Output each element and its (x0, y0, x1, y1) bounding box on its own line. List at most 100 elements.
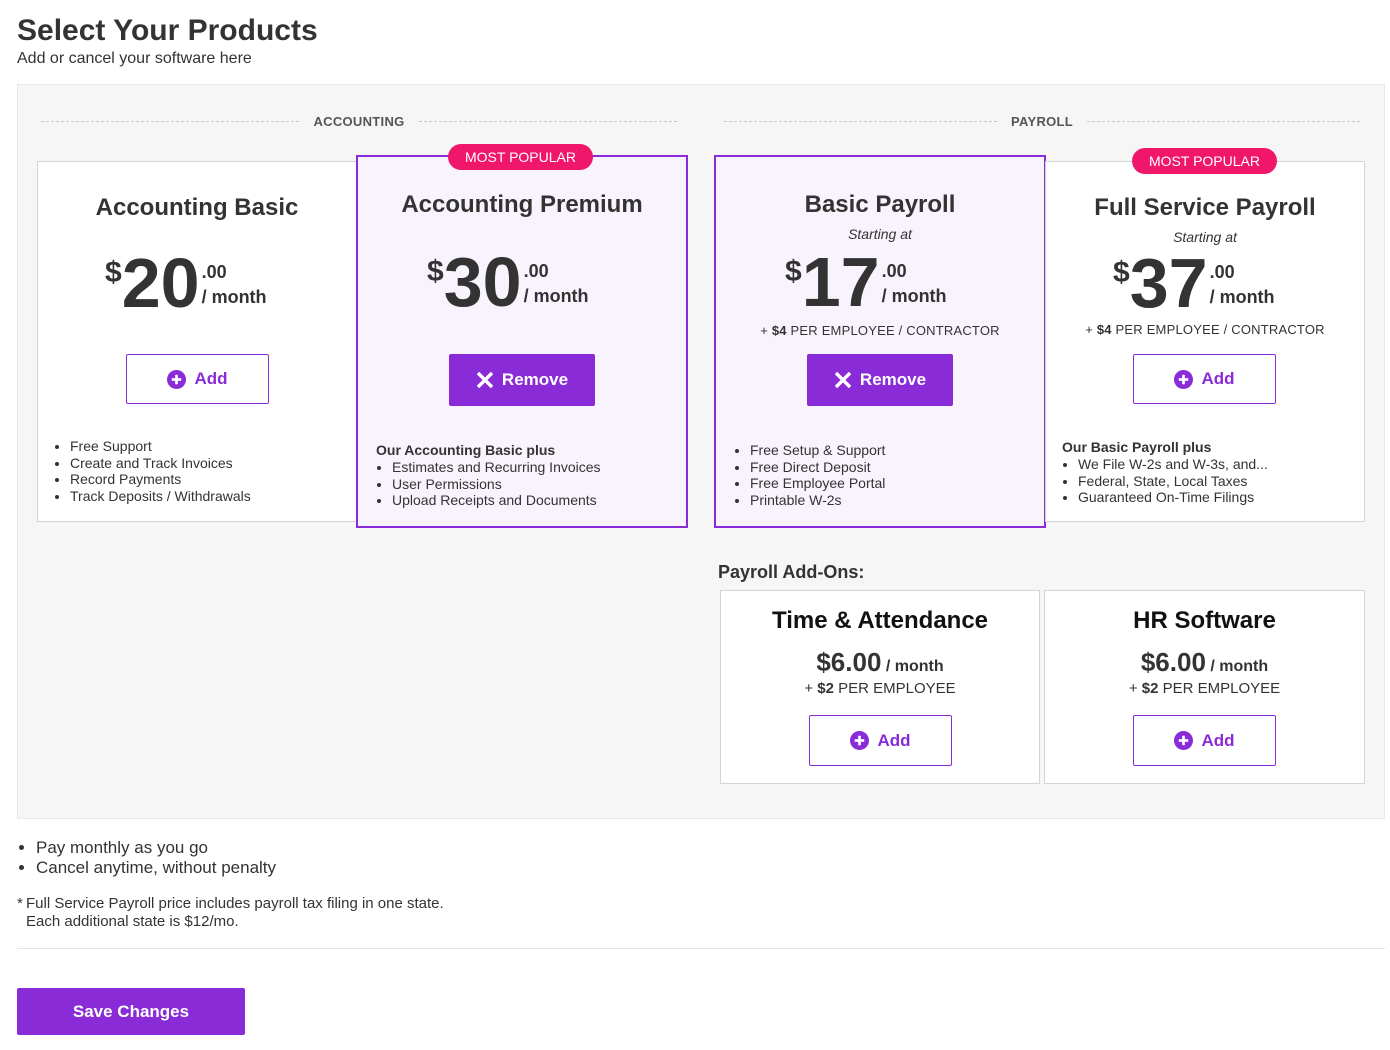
feature-list: Our Basic Payroll plus We File W-2s and … (1062, 439, 1268, 506)
price-cents: .00 (1209, 262, 1235, 282)
addon-price-period: / month (1210, 658, 1269, 675)
page-title: Select Your Products (17, 14, 318, 47)
plan-price: $ 30 .00 / month (427, 247, 589, 317)
feature-item: Free Setup & Support (750, 442, 885, 459)
footnote-line: Each additional state is $12/mo. (26, 913, 239, 930)
feature-item: Track Deposits / Withdrawals (70, 488, 251, 505)
plan-name: Accounting Premium (401, 191, 643, 218)
plus-circle-icon (1174, 369, 1194, 389)
addon-price-amount: $6.00 (816, 647, 882, 677)
price-currency: $ (105, 256, 122, 289)
feature-list: Free Setup & Support Free Direct Deposit… (734, 442, 885, 508)
starting-at: Starting at (848, 226, 912, 242)
price-currency: $ (427, 255, 444, 288)
price-cents: .00 (523, 261, 549, 281)
feature-item: Create and Track Invoices (70, 455, 251, 472)
addon-price: $6.00 / month (721, 647, 1039, 678)
section-header-payroll: PAYROLL (724, 112, 1360, 130)
add-button-label: Add (194, 369, 228, 388)
feature-item: Free Employee Portal (750, 475, 885, 492)
price-period: / month (523, 286, 589, 306)
features-lead: Our Accounting Basic plus (376, 442, 556, 458)
plan-card-accounting-premium: Accounting Premium $ 30 .00 / month Remo… (356, 155, 688, 528)
add-button-label: Add (877, 730, 911, 750)
price-dollars: 20 (121, 244, 200, 322)
plan-name: Accounting Basic (95, 194, 299, 221)
section-label-payroll: PAYROLL (1010, 113, 1074, 129)
addon-per-employee: + $2 PER EMPLOYEE (1128, 680, 1281, 697)
feature-item: Federal, State, Local Taxes (1078, 473, 1268, 490)
save-changes-button[interactable]: Save Changes (17, 988, 245, 1035)
remove-button[interactable]: Remove (807, 354, 953, 406)
plan-name: Full Service Payroll (1094, 194, 1316, 221)
footnote: * Full Service Payroll price includes pa… (17, 895, 444, 931)
add-button[interactable]: Add (126, 354, 269, 404)
remove-button[interactable]: Remove (449, 354, 595, 406)
addon-name: HR Software (1133, 607, 1276, 634)
add-button[interactable]: Add (1133, 715, 1276, 766)
price-currency: $ (1113, 256, 1130, 289)
starting-at: Starting at (1173, 229, 1237, 245)
footnote-star: * (17, 895, 23, 912)
most-popular-badge: MOST POPULAR (1132, 148, 1277, 174)
most-popular-badge: MOST POPULAR (448, 144, 593, 170)
footnote-line: Full Service Payroll price includes payr… (26, 895, 444, 912)
add-button[interactable]: Add (1133, 354, 1276, 404)
feature-item: We File W-2s and W-3s, and... (1078, 456, 1268, 473)
plus-circle-icon (1174, 731, 1194, 750)
feature-item: Free Support (70, 438, 251, 455)
addon-price-amount: $6.00 (1140, 647, 1206, 677)
addons-title: Payroll Add-Ons: (718, 562, 865, 582)
price-dollars: 17 (801, 243, 880, 321)
add-button-label: Add (1201, 730, 1235, 750)
billing-notes: Pay monthly as you go Cancel anytime, wi… (17, 838, 276, 878)
per-employee-text: + $4 PER EMPLOYEE / CONTRACTOR (1085, 322, 1325, 337)
add-button-label: Add (1201, 369, 1235, 388)
price-period: / month (1209, 287, 1275, 307)
plan-price: $ 37 .00 / month (1113, 248, 1275, 318)
plan-price: $ 20 .00 / month (105, 248, 267, 318)
feature-item: Printable W-2s (750, 492, 885, 509)
plan-card-full-service-payroll: Full Service Payroll Starting at $ 37 .0… (1045, 161, 1365, 522)
per-employee-text: + $4 PER EMPLOYEE / CONTRACTOR (760, 323, 1000, 338)
feature-item: Free Direct Deposit (750, 459, 885, 476)
plan-name: Basic Payroll (804, 191, 956, 218)
price-period: / month (881, 286, 947, 306)
feature-item: Upload Receipts and Documents (392, 492, 601, 509)
feature-item: Estimates and Recurring Invoices (392, 459, 601, 476)
close-icon (834, 371, 852, 389)
plan-price: $ 17 .00 / month (785, 247, 947, 317)
remove-button-label: Remove (501, 370, 569, 389)
plus-circle-icon (850, 731, 870, 750)
section-header-accounting: ACCOUNTING (41, 112, 678, 130)
close-icon (476, 371, 494, 389)
addon-price-period: / month (885, 658, 944, 675)
feature-item: User Permissions (392, 476, 601, 493)
plan-card-accounting-basic: Accounting Basic $ 20 .00 / month Add Fr… (37, 161, 357, 522)
price-cents: .00 (201, 262, 227, 282)
price-period: / month (201, 287, 267, 307)
price-dollars: 30 (443, 243, 522, 321)
plus-circle-icon (167, 369, 187, 389)
addon-card-hr-software: HR Software $6.00 / month + $2 PER EMPLO… (1044, 590, 1365, 784)
price-currency: $ (785, 255, 802, 288)
addon-card-time-attendance: Time & Attendance $6.00 / month + $2 PER… (720, 590, 1040, 784)
plan-card-basic-payroll: Basic Payroll Starting at $ 17 .00 / mon… (714, 155, 1046, 528)
divider (17, 948, 1385, 949)
feature-list: Free Support Create and Track Invoices R… (54, 438, 251, 504)
feature-item: Guaranteed On-Time Filings (1078, 489, 1268, 506)
add-button[interactable]: Add (809, 715, 952, 766)
note-item: Pay monthly as you go (36, 838, 276, 858)
price-cents: .00 (881, 261, 907, 281)
feature-list: Our Accounting Basic plus Estimates and … (376, 442, 601, 509)
page-subtitle: Add or cancel your software here (17, 50, 252, 67)
addon-price: $6.00 / month (1045, 647, 1364, 678)
feature-item: Record Payments (70, 471, 251, 488)
addon-name: Time & Attendance (771, 607, 989, 634)
features-lead: Our Basic Payroll plus (1062, 439, 1212, 455)
addon-per-employee: + $2 PER EMPLOYEE (804, 680, 956, 697)
note-item: Cancel anytime, without penalty (36, 858, 276, 878)
price-dollars: 37 (1129, 244, 1208, 322)
section-label-accounting: ACCOUNTING (313, 113, 405, 129)
remove-button-label: Remove (859, 370, 927, 389)
